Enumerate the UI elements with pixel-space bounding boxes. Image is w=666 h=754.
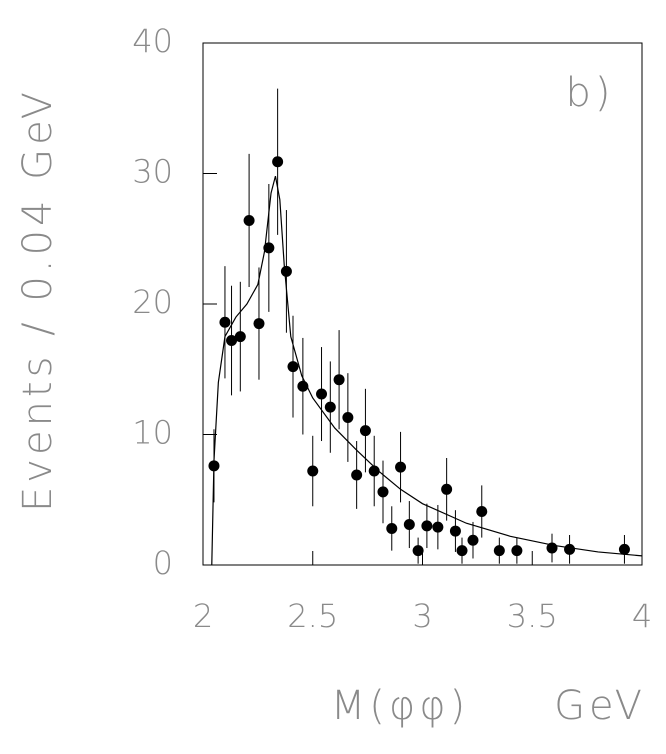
data-point xyxy=(368,465,380,477)
data-point xyxy=(272,156,284,168)
y-tick-label: 30 xyxy=(132,153,173,191)
data-point xyxy=(386,522,398,534)
y-axis-label: Events / 0.04 GeV xyxy=(15,88,61,512)
data-point xyxy=(421,520,433,532)
x-axis-label: M(φφ) xyxy=(331,683,470,729)
data-point xyxy=(208,460,220,472)
data-point xyxy=(324,401,336,413)
data-point xyxy=(618,543,630,555)
data-point xyxy=(297,380,309,392)
x-tick-label: 4 xyxy=(632,597,652,635)
annotation: b) xyxy=(566,70,615,116)
data-point xyxy=(395,461,407,473)
data-point xyxy=(511,545,523,557)
data-point xyxy=(456,545,468,557)
data-point xyxy=(333,374,345,386)
data-point xyxy=(219,316,231,328)
x-tick-label: 3 xyxy=(412,597,432,635)
data-point xyxy=(546,542,558,554)
y-tick-label: 10 xyxy=(132,414,173,452)
fit-curve xyxy=(211,175,643,566)
data-point xyxy=(316,388,328,400)
y-tick-label: 20 xyxy=(132,283,173,321)
x-tick-label: 2.5 xyxy=(287,597,338,635)
y-tick-label: 0 xyxy=(153,544,173,582)
x-tick-label: 2 xyxy=(193,597,213,635)
data-point xyxy=(226,335,238,347)
data-point xyxy=(234,331,246,343)
data-point xyxy=(412,545,424,557)
x-tick-label: 3.5 xyxy=(507,597,558,635)
data-point xyxy=(441,483,453,495)
data-point xyxy=(476,505,488,517)
data-point xyxy=(403,519,415,531)
data-point xyxy=(359,425,371,437)
data-point xyxy=(263,242,275,254)
data-point xyxy=(467,534,479,546)
data-point xyxy=(307,465,319,477)
data-point xyxy=(287,361,299,373)
data-point xyxy=(280,265,292,277)
data-point xyxy=(377,486,389,498)
y-tick-label: 40 xyxy=(132,22,173,60)
data-point xyxy=(351,469,363,481)
data-point xyxy=(564,543,576,555)
data-point xyxy=(243,214,255,226)
data-point xyxy=(253,318,265,330)
data-point xyxy=(432,521,444,533)
data-point xyxy=(342,412,354,424)
data-point xyxy=(493,545,505,557)
x-axis-unit: GeV xyxy=(554,683,646,729)
data-point xyxy=(449,525,461,537)
